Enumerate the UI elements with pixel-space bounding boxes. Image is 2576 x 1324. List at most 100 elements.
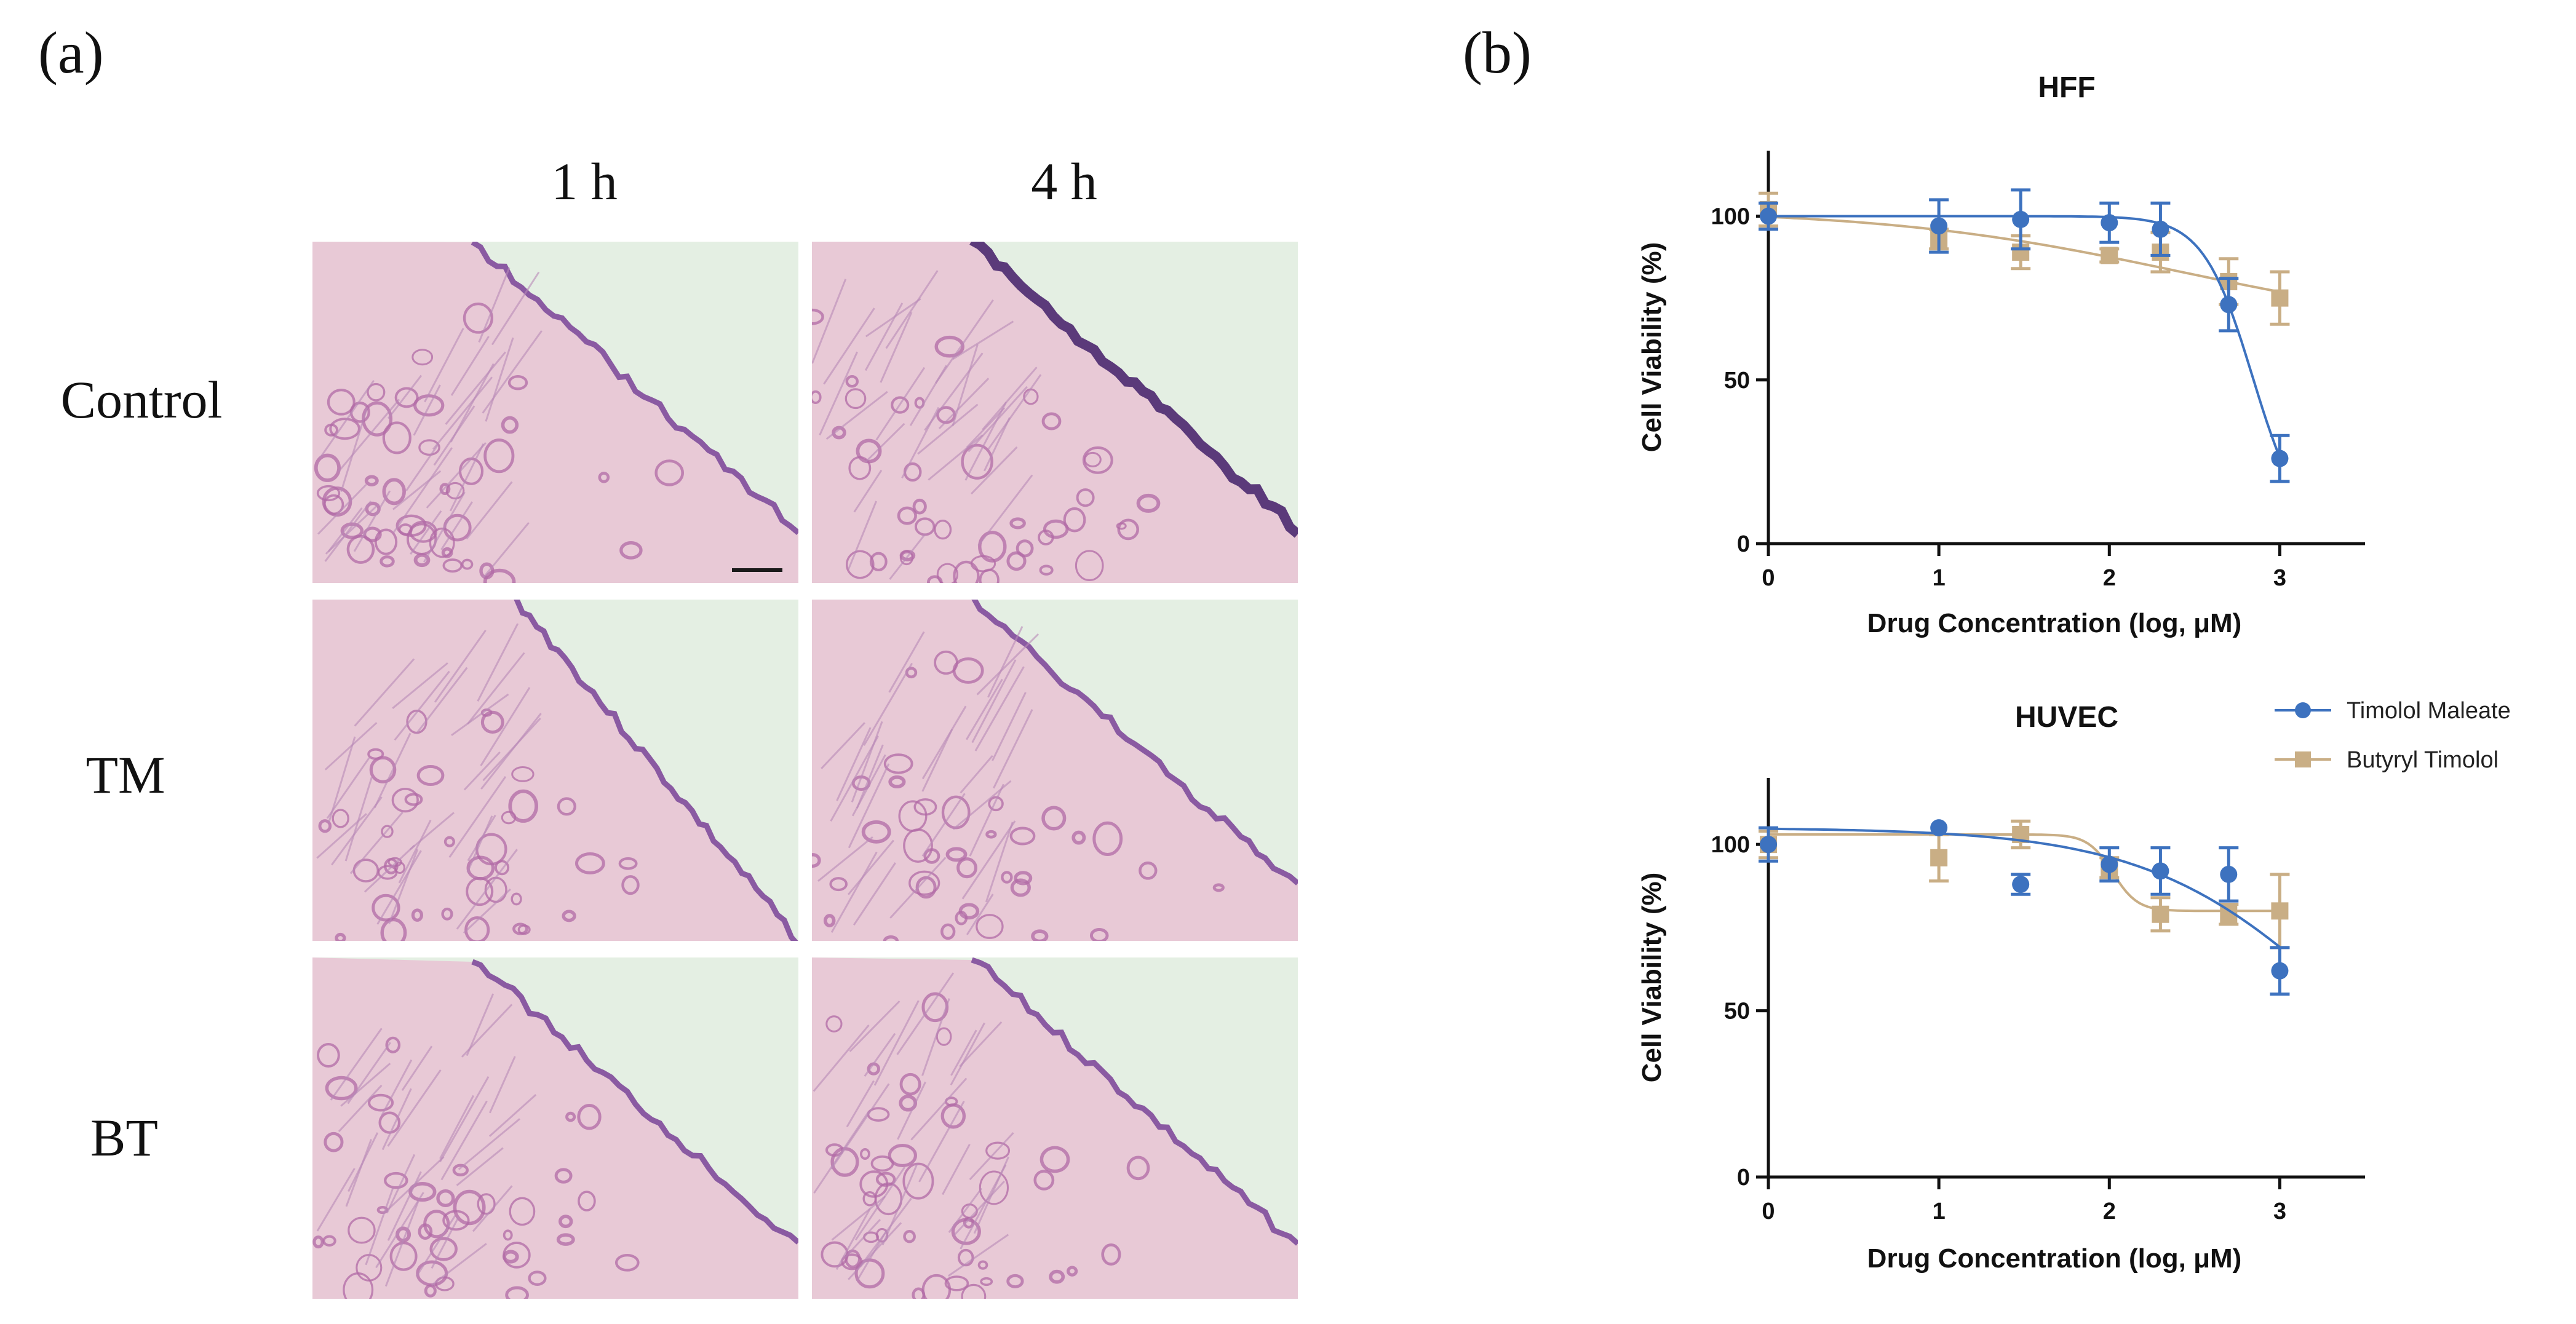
collagen-fiber — [849, 1000, 900, 1052]
collagen-fiber — [813, 1111, 870, 1194]
collagen-fiber — [821, 722, 865, 769]
follicle — [332, 809, 349, 828]
collagen-fiber — [426, 442, 487, 509]
collagen-fiber — [964, 402, 1007, 481]
follicle — [812, 853, 821, 868]
dermis-tissue — [312, 957, 798, 1299]
collagen-fiber — [909, 365, 947, 426]
follicle — [556, 1233, 575, 1246]
collagen-fiber — [848, 763, 890, 849]
follicle — [429, 527, 455, 558]
follicle — [562, 910, 576, 922]
follicle — [507, 375, 528, 390]
follicle — [1101, 1243, 1121, 1266]
collagen-fiber — [431, 1243, 487, 1286]
collagen-fiber — [844, 1219, 881, 1258]
y-tick-label: 0 — [1737, 531, 1750, 557]
histology-tm-1h — [312, 600, 798, 941]
collagen-fiber — [921, 998, 950, 1076]
collagen-fiber — [354, 658, 415, 727]
collagen-fiber — [992, 692, 1027, 761]
follicle — [385, 1036, 401, 1053]
follicle — [389, 1242, 418, 1271]
follicle — [408, 1181, 437, 1202]
timolol-maleate-point — [2152, 862, 2169, 880]
follicle — [940, 1103, 966, 1129]
follicle — [441, 547, 453, 558]
dermis-tissue — [312, 600, 798, 941]
follicle — [380, 555, 395, 568]
collagen-fiber — [373, 732, 411, 809]
collagen-fiber — [889, 533, 926, 580]
chart-huvec: HUVEC 0 1 2 3 0 50 100 Drug Concentration (log, … — [1637, 698, 2511, 1274]
collagen-fiber — [319, 379, 375, 459]
follicle — [372, 894, 400, 922]
collagen-fiber — [846, 1080, 875, 1128]
follicle — [812, 308, 824, 325]
collagen-fiber — [976, 633, 1040, 696]
follicle — [1071, 830, 1086, 845]
collagen-fiber — [405, 444, 439, 491]
collagen-fiber — [910, 1077, 968, 1141]
follicle — [1016, 539, 1034, 558]
collagen-fiber — [330, 1028, 383, 1101]
follicle — [511, 766, 535, 782]
x-axis-label: Drug Concentration (log, μM) — [1867, 1243, 2242, 1274]
follicle — [578, 1191, 596, 1211]
collagen-fiber — [836, 727, 872, 801]
timolol-maleate-point — [2012, 876, 2030, 894]
dermis-tissue — [812, 242, 1298, 583]
collagen-fiber — [449, 443, 485, 512]
collagen-fiber — [410, 510, 442, 555]
follicle — [945, 847, 968, 862]
collagen-fiber — [873, 1000, 920, 1086]
follicle — [1067, 1266, 1078, 1277]
collagen-fiber — [918, 1100, 965, 1183]
collagen-fiber — [859, 1197, 912, 1267]
collagen-fiber — [482, 521, 530, 578]
collagen-fiber — [340, 1063, 391, 1107]
collagen-fiber — [856, 744, 884, 809]
follicle — [619, 541, 643, 560]
follicle — [348, 1216, 376, 1244]
collagen-fiber — [450, 363, 495, 443]
follicle — [936, 563, 959, 583]
collagen-fiber — [896, 972, 955, 1055]
collagen-fiber — [823, 307, 875, 385]
collagen-fiber — [835, 1208, 871, 1270]
timolol-maleate-point — [2101, 855, 2118, 873]
follicle — [1063, 507, 1086, 533]
follicle — [1082, 446, 1113, 474]
collagen-fiber — [865, 298, 921, 338]
collagen-fiber — [917, 403, 979, 455]
follicle — [1031, 929, 1049, 941]
collagen-fiber — [394, 670, 450, 741]
follicle — [559, 1215, 573, 1229]
follicle — [908, 870, 940, 896]
follicle — [861, 820, 891, 844]
follicle — [614, 1253, 640, 1272]
follicle — [958, 903, 980, 920]
follicle — [1039, 565, 1054, 576]
follicle — [374, 528, 398, 555]
collagen-fiber — [830, 1083, 890, 1170]
collagen-fiber — [961, 820, 1016, 900]
epidermis-layer — [471, 959, 798, 1245]
follicle — [944, 1275, 969, 1291]
follicle — [312, 1235, 324, 1249]
y-tick-label: 100 — [1711, 832, 1750, 858]
row-label-control: Control — [60, 370, 223, 429]
row-label-tm: TM — [85, 745, 165, 804]
epidermis-layer — [971, 957, 1298, 1246]
follicle — [1139, 861, 1158, 880]
collagen-fiber — [467, 814, 496, 862]
follicle — [1040, 1146, 1070, 1173]
follicle — [985, 830, 997, 839]
follicle — [477, 1193, 496, 1215]
follicle — [934, 335, 964, 358]
follicle — [1126, 1156, 1150, 1181]
follicle — [424, 1284, 437, 1298]
follicle — [621, 875, 640, 895]
follicle — [557, 797, 576, 816]
